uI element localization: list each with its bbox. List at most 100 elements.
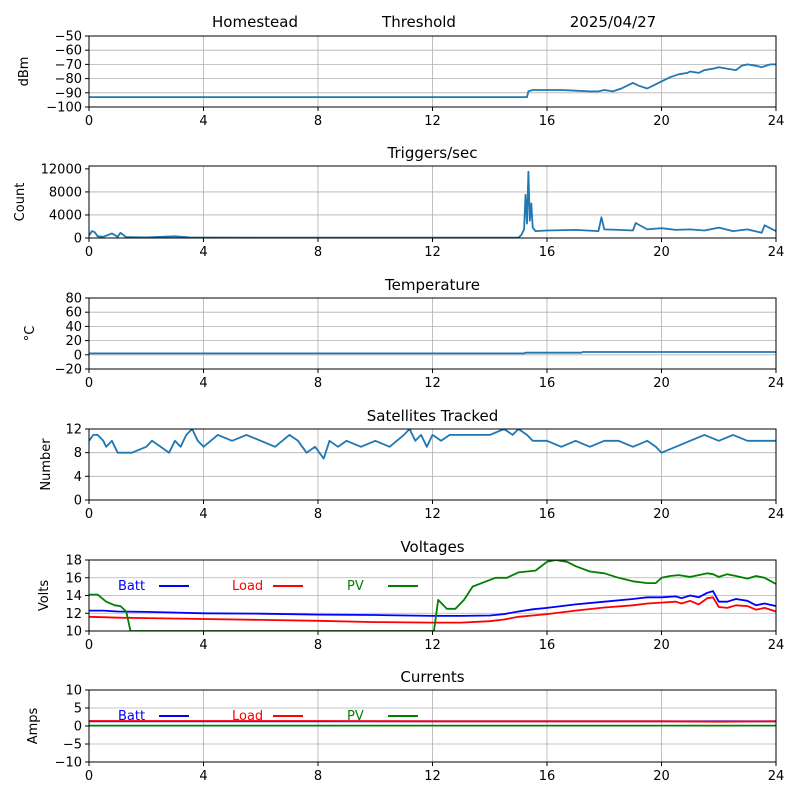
y-axis-label: Number — [39, 438, 54, 491]
x-tick-label: 12 — [424, 638, 441, 653]
series-line-pv — [89, 560, 776, 631]
chart-title: Satellites Tracked — [367, 407, 498, 425]
series-line-data — [89, 63, 776, 98]
x-tick-label: 8 — [314, 245, 322, 260]
x-tick-label: 4 — [199, 769, 207, 784]
y-tick-label: 20 — [65, 334, 82, 349]
x-tick-label: 16 — [539, 245, 556, 260]
chart-title: Currents — [400, 668, 464, 686]
x-tick-label: 12 — [424, 114, 441, 129]
y-tick-label: 40 — [65, 320, 82, 335]
chart-voltages: 0 4 8 12 16 20 24 10 12 14 16 18 Voltages Volts Batt Lo… — [37, 538, 784, 653]
x-tick-label: 20 — [653, 769, 670, 784]
series-line-load — [89, 596, 776, 624]
x-tick-label: 12 — [424, 507, 441, 522]
x-tick-label: 16 — [539, 638, 556, 653]
y-tick-label: 4000 — [49, 208, 82, 223]
chart-title: Temperature — [384, 276, 480, 294]
y-tick-label: 10 — [65, 684, 82, 699]
x-tick-label: 8 — [314, 114, 322, 129]
x-tick-label: 16 — [539, 114, 556, 129]
y-tick-label: 0 — [74, 720, 82, 735]
y-tick-label: −50 — [55, 30, 82, 45]
y-tick-label: 0 — [74, 494, 82, 509]
x-tick-label: 20 — [653, 114, 670, 129]
x-tick-label: 20 — [653, 507, 670, 522]
y-tick-label: −60 — [55, 44, 82, 59]
y-tick-label: −80 — [55, 72, 82, 87]
legend-label-load: Load — [232, 579, 263, 594]
x-tick-label: 16 — [539, 376, 556, 391]
x-tick-label: 8 — [314, 507, 322, 522]
y-tick-label: 16 — [65, 571, 82, 586]
y-axis-label: Count — [13, 183, 28, 222]
x-tick-label: 24 — [768, 114, 785, 129]
series-line-data — [89, 170, 776, 238]
y-tick-label: −90 — [55, 86, 82, 101]
x-tick-label: 24 — [768, 769, 785, 784]
y-tick-label: −70 — [55, 58, 82, 73]
x-tick-label: 24 — [768, 376, 785, 391]
chart-triggers: 0 4 8 12 16 20 24 0 4000 8000 12000 Triggers/sec Cou… — [13, 144, 784, 260]
x-tick-label: 4 — [199, 245, 207, 260]
legend-label-batt: Batt — [118, 579, 145, 594]
y-tick-label: 8 — [74, 446, 82, 461]
header-mode: Threshold — [381, 13, 456, 31]
series-line-data — [89, 429, 776, 460]
chart-currents: 0 4 8 12 16 20 24 −10 −5 0 5 10 Currents Amps Batt Load… — [26, 668, 784, 784]
y-tick-label: 80 — [65, 292, 82, 307]
legend-label-load: Load — [232, 709, 263, 724]
legend-label-pv: PV — [347, 579, 364, 594]
x-tick-label: 20 — [653, 376, 670, 391]
y-tick-label: 12 — [65, 607, 82, 622]
x-tick-label: 20 — [653, 245, 670, 260]
y-tick-label: 18 — [65, 554, 82, 569]
y-tick-label: −10 — [55, 756, 82, 771]
y-tick-label: 8000 — [49, 185, 82, 200]
x-tick-label: 8 — [314, 638, 322, 653]
chart-title: Triggers/sec — [387, 144, 478, 162]
y-tick-label: 0 — [74, 232, 82, 247]
x-tick-label: 4 — [199, 507, 207, 522]
x-tick-label: 4 — [199, 114, 207, 129]
header-site: Homestead — [212, 13, 298, 31]
x-tick-label: 12 — [424, 245, 441, 260]
x-tick-label: 4 — [199, 376, 207, 391]
x-tick-label: 0 — [85, 114, 93, 129]
y-axis-label: Volts — [37, 580, 52, 612]
y-tick-label: 12 — [65, 423, 82, 438]
y-tick-label: −100 — [46, 101, 82, 116]
x-tick-label: 24 — [768, 245, 785, 260]
x-tick-label: 12 — [424, 769, 441, 784]
x-tick-label: 8 — [314, 376, 322, 391]
legend-label-batt: Batt — [118, 709, 145, 724]
x-tick-label: 4 — [199, 638, 207, 653]
y-tick-label: −5 — [63, 738, 82, 753]
x-tick-label: 0 — [85, 376, 93, 391]
x-tick-label: 16 — [539, 507, 556, 522]
series-line-data — [89, 351, 776, 355]
y-tick-label: 10 — [65, 625, 82, 640]
y-tick-label: 0 — [74, 348, 82, 363]
x-tick-label: 24 — [768, 507, 785, 522]
x-tick-label: 20 — [653, 638, 670, 653]
y-tick-label: 4 — [74, 470, 82, 485]
chart-signal: 0 4 8 12 16 20 24 −100−90−80−70−60−50 dBm — [17, 30, 784, 130]
chart-title: Voltages — [400, 538, 464, 556]
legend-label-pv: PV — [347, 709, 364, 724]
y-tick-label: 14 — [65, 589, 82, 604]
y-tick-label: 5 — [74, 702, 82, 717]
x-tick-label: 16 — [539, 769, 556, 784]
x-tick-label: 12 — [424, 376, 441, 391]
header-date: 2025/04/27 — [570, 13, 656, 31]
y-axis-label: Amps — [26, 707, 41, 744]
y-axis-label: °C — [23, 326, 38, 342]
series-line-batt — [89, 590, 776, 617]
x-tick-label: 24 — [768, 638, 785, 653]
x-tick-label: 0 — [85, 507, 93, 522]
series-line-load — [89, 720, 776, 723]
x-tick-label: 8 — [314, 769, 322, 784]
